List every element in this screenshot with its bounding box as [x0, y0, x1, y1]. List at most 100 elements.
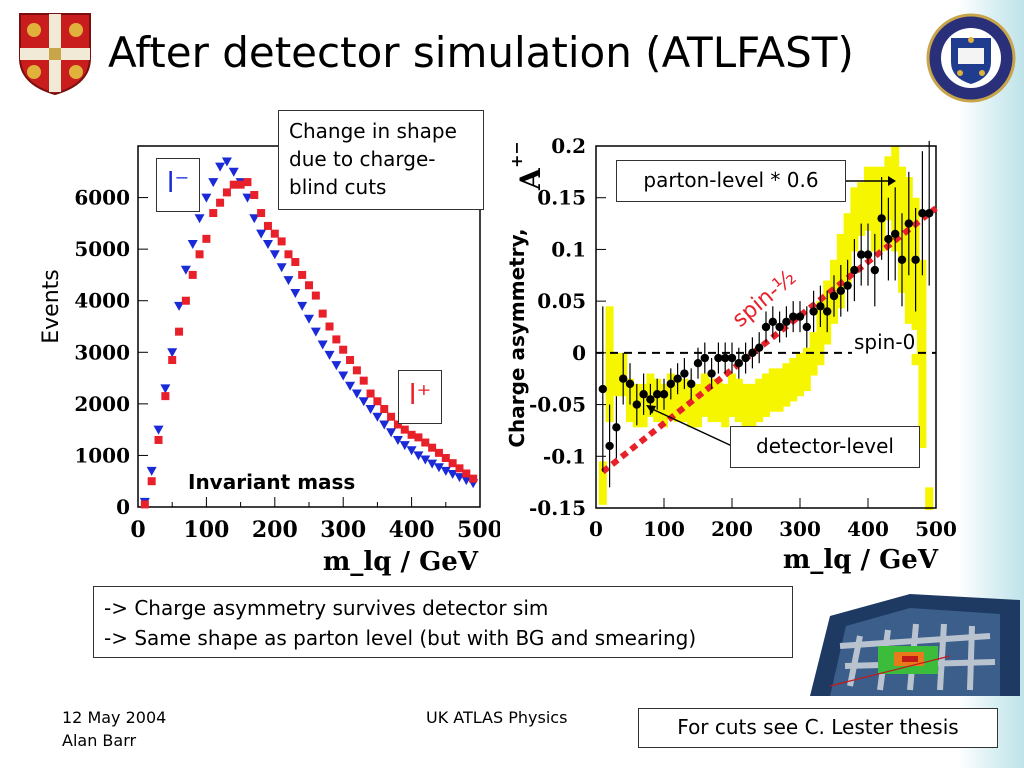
data-point-l-minus — [447, 469, 458, 479]
x-tick-label: 0 — [130, 517, 145, 543]
data-point-l-minus — [194, 214, 205, 224]
data-point-l-plus — [407, 430, 416, 439]
footer-date: 12 May 2004 — [62, 708, 167, 727]
data-point-l-minus — [386, 428, 397, 438]
data-point-l-plus — [195, 250, 204, 259]
detector-level-point — [680, 369, 689, 378]
data-point-l-minus — [345, 381, 356, 391]
y-tick-label: 0.2 — [551, 134, 586, 158]
detector-level-point — [646, 395, 655, 404]
atlas-detector-illustration — [810, 594, 1020, 696]
parton-level-bin — [748, 383, 757, 428]
detector-level-point — [904, 219, 913, 228]
data-point-l-minus — [324, 350, 335, 360]
detector-level-label: detector-level — [730, 426, 920, 468]
data-point-l-plus — [154, 435, 163, 444]
data-point-l-plus — [236, 180, 245, 189]
footer-center: UK ATLAS Physics — [426, 708, 568, 727]
cuts-note-box: Change in shape due to charge- blind cut… — [278, 110, 484, 210]
plot-frame — [595, 145, 937, 509]
data-point-l-minus — [221, 157, 232, 167]
data-point-l-minus — [440, 466, 451, 476]
data-point-l-minus — [283, 276, 294, 286]
data-point-l-minus — [256, 229, 267, 239]
detector-level-point — [911, 255, 920, 264]
detector-level-point — [897, 255, 907, 264]
parton-level-bin — [612, 352, 621, 397]
detector-level-point — [612, 423, 621, 432]
detector-level-point — [836, 286, 845, 295]
parton-level-bin — [728, 373, 736, 417]
y-tick-label: 2000 — [74, 392, 130, 416]
data-point-l-plus — [284, 250, 293, 259]
detector-level-point — [639, 390, 648, 399]
data-point-l-minus — [379, 420, 390, 430]
data-point-l-plus — [243, 178, 252, 187]
data-point-l-plus — [380, 405, 389, 414]
invariant-mass-chart: 0 100 200 300 400 500010002000300040005000600… — [39, 145, 500, 577]
x-tick-label: 200 — [711, 517, 753, 541]
parton-level-bin — [870, 166, 879, 252]
detector-level-point — [775, 322, 784, 332]
data-point-l-plus — [311, 291, 320, 300]
data-point-l-minus — [317, 340, 328, 350]
data-point-l-plus — [229, 180, 238, 189]
detector-level-point — [673, 374, 682, 383]
data-point-l-plus — [181, 296, 190, 305]
detector-level-point — [625, 379, 635, 389]
y-tick-label: 4000 — [74, 289, 130, 313]
parton-arrow-head — [888, 176, 896, 186]
data-point-l-plus — [291, 258, 300, 267]
legend-l-minus: l⁻ — [156, 158, 200, 212]
data-point-l-minus — [290, 288, 301, 298]
detector-level-point — [789, 312, 798, 321]
x-axis-label: m_lq / GeV — [783, 545, 939, 575]
detector-level-point — [829, 291, 839, 301]
detector-level-point — [714, 353, 723, 363]
parton-level-bin — [802, 347, 811, 392]
detector-level-point — [768, 317, 777, 327]
detector-level-point — [925, 209, 934, 218]
data-point-l-minus — [433, 463, 444, 473]
data-point-l-minus — [304, 314, 314, 324]
data-point-l-minus — [427, 459, 438, 469]
detector-level-point — [816, 302, 825, 311]
data-point-l-minus — [338, 371, 349, 381]
y-axis-label: Charge asymmetry, — [505, 228, 529, 447]
detector-level-point — [755, 343, 764, 352]
detector-level-point — [761, 322, 771, 332]
detector-level-point — [619, 374, 628, 383]
data-point-l-plus — [147, 477, 156, 486]
data-point-l-plus — [428, 443, 437, 452]
detector-level-point — [877, 214, 886, 223]
cambridge-crest-logo — [19, 13, 91, 96]
cuts-note-line: Change in shape — [289, 119, 457, 143]
data-point-l-plus — [469, 474, 478, 483]
detector-level-point — [850, 265, 859, 275]
data-point-l-minus — [399, 441, 410, 451]
data-point-l-minus — [269, 250, 280, 260]
y-tick-label: 0.1 — [551, 237, 586, 261]
data-point-l-minus — [420, 455, 431, 465]
summary-bullet: -> Charge asymmetry survives detector si… — [104, 596, 549, 620]
data-point-l-plus — [352, 366, 361, 375]
data-point-l-plus — [346, 356, 355, 365]
parton-level-bin — [673, 378, 682, 423]
data-point-l-minus — [413, 451, 424, 461]
data-point-l-minus — [167, 348, 178, 358]
x-tick-label: 100 — [183, 517, 229, 543]
x-tick-label: 500 — [915, 517, 957, 541]
data-point-l-plus — [298, 270, 307, 279]
data-point-l-plus — [250, 190, 259, 199]
parton-level-bin — [857, 182, 866, 236]
data-point-l-plus — [448, 459, 457, 468]
data-point-l-minus — [392, 435, 403, 445]
charge-asymmetry-chart: spin-½0 100 200 300 400 500-0.15-0.1-0.0500.0… — [505, 134, 957, 575]
detector-level-point — [687, 379, 696, 389]
y-tick-label: 0.05 — [537, 289, 586, 313]
data-point-l-plus — [400, 425, 409, 434]
y-tick-label: -0.05 — [529, 393, 586, 417]
y-tick-label: 1000 — [74, 443, 130, 467]
data-point-l-plus — [393, 420, 402, 429]
parton-level-bin — [782, 363, 791, 407]
